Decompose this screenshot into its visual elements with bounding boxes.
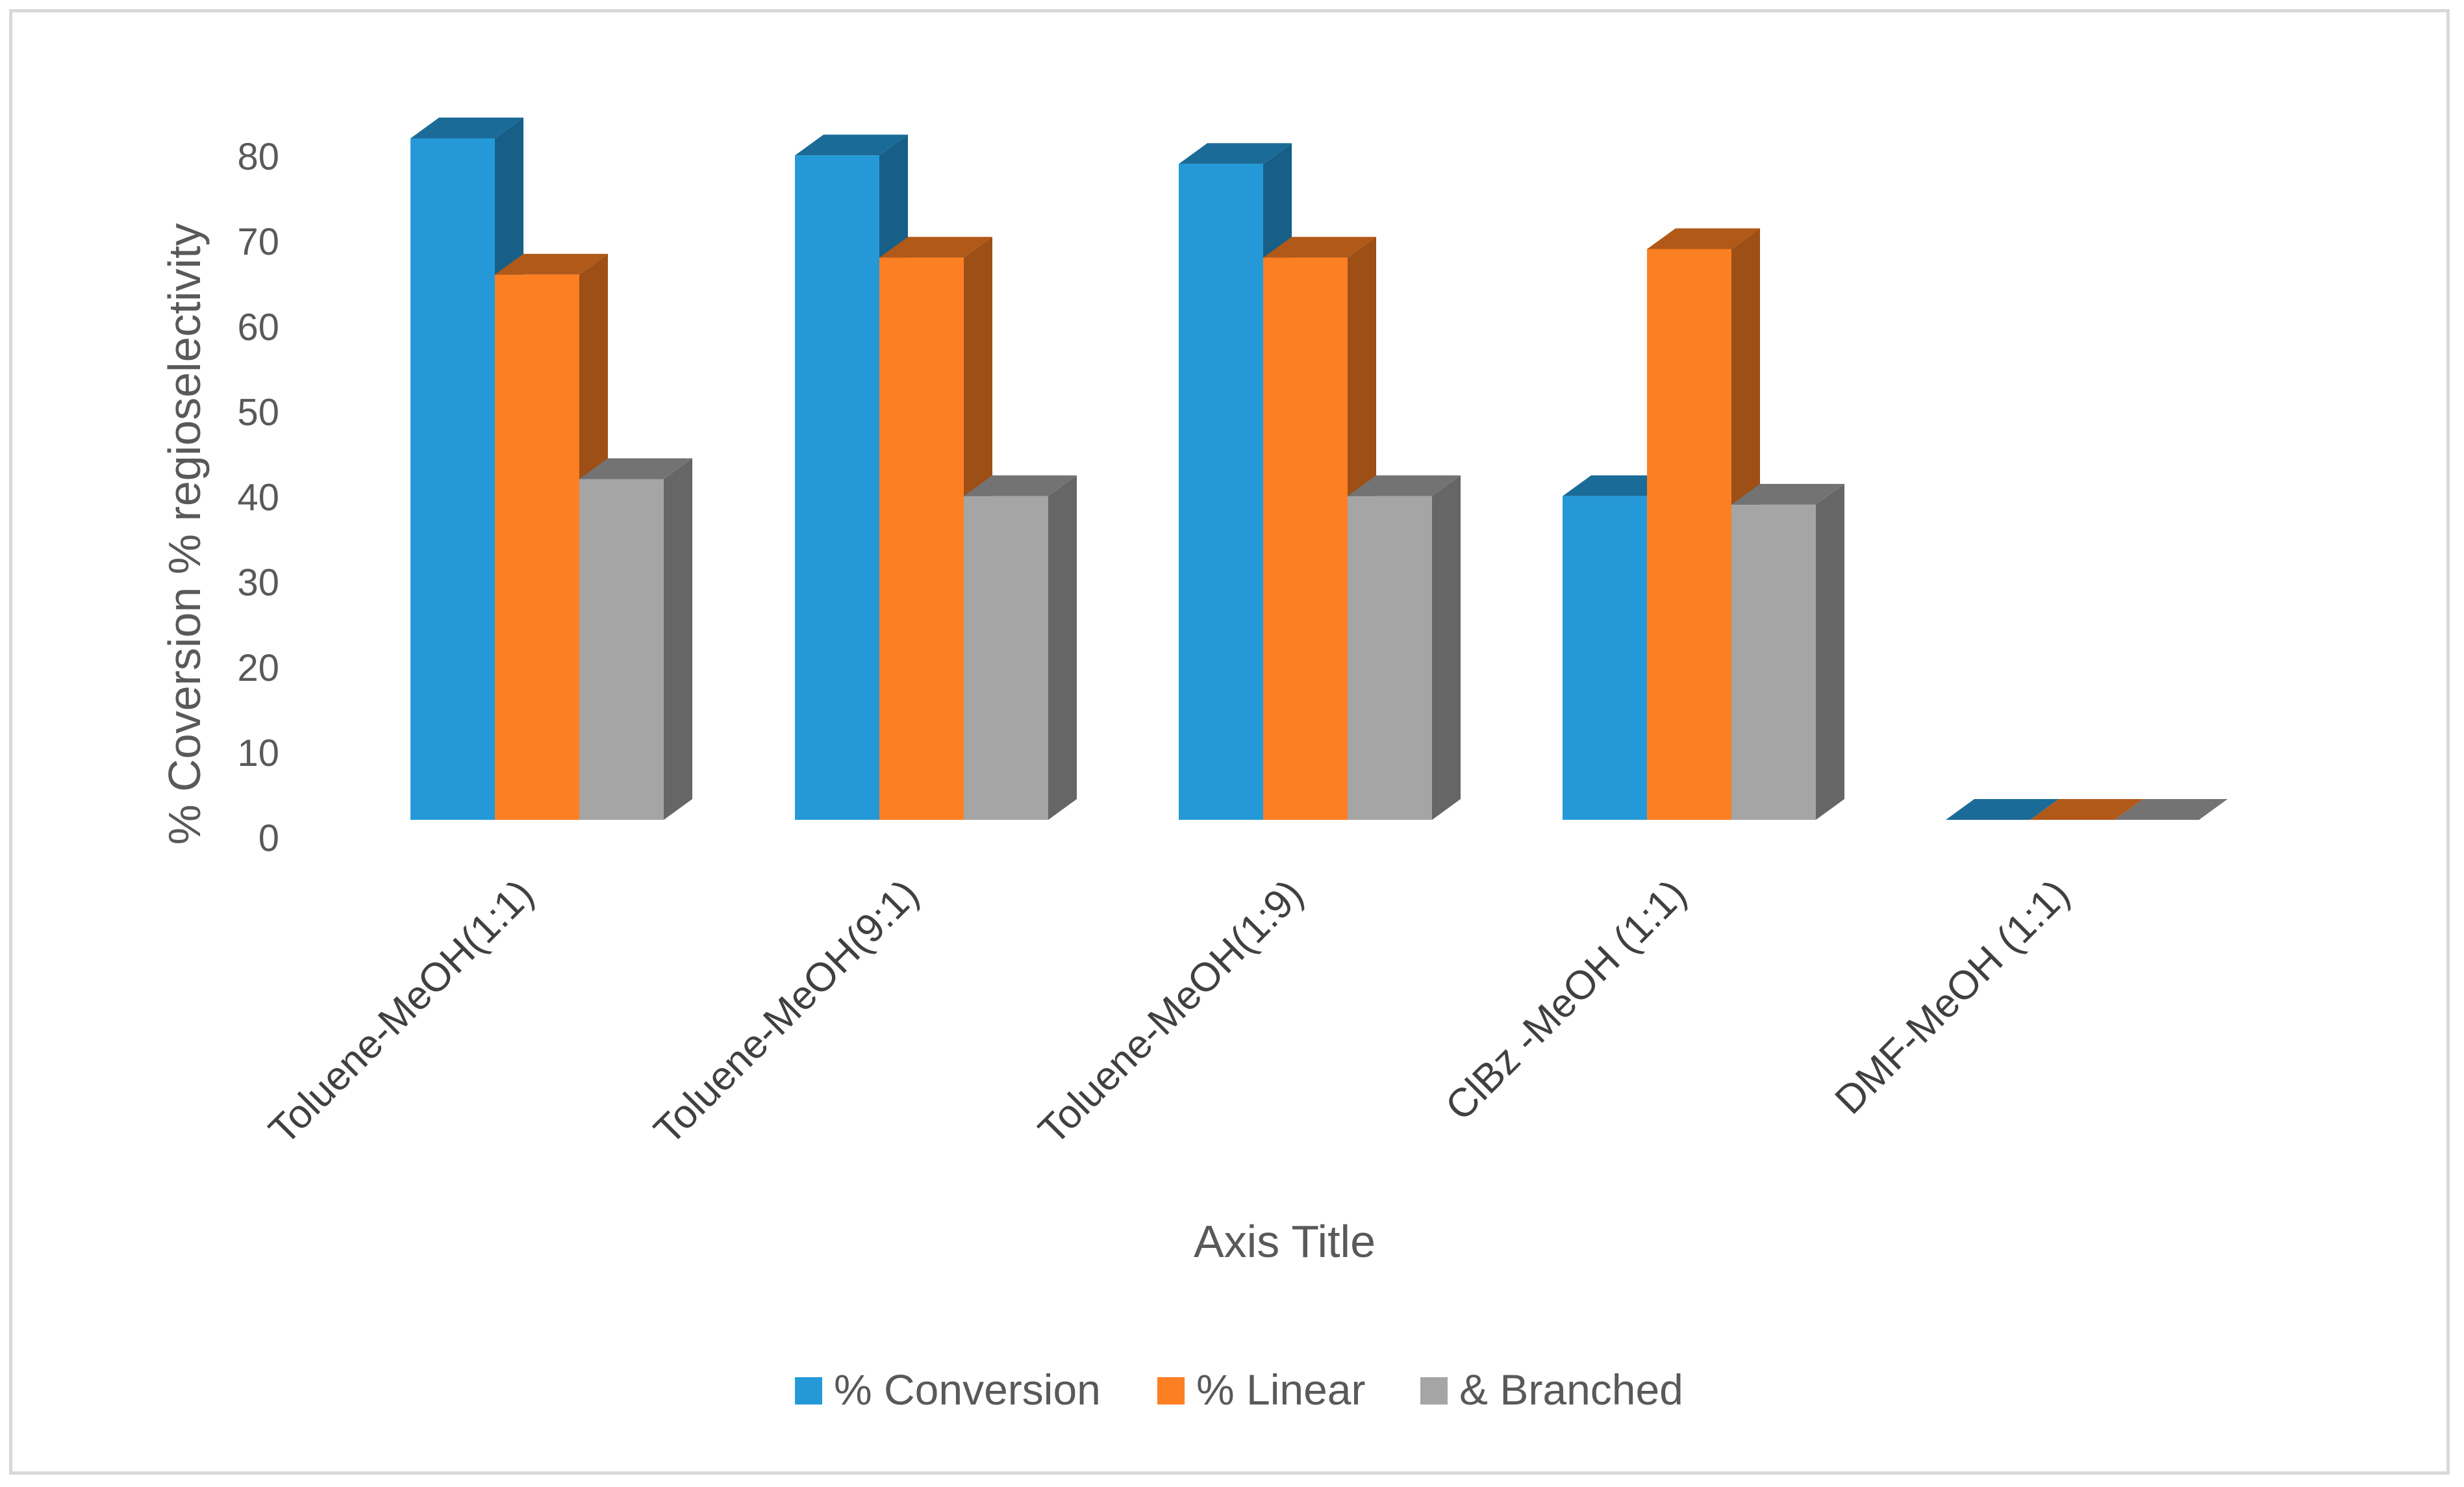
bar (1946, 799, 2059, 820)
bar (2115, 799, 2228, 820)
y-tick-label: 40 (237, 477, 279, 519)
legend: % Conversion % Linear & Branched (795, 1366, 1683, 1414)
legend-label: & Branched (1459, 1366, 1683, 1414)
legend-swatch (795, 1377, 822, 1404)
bar (1731, 483, 1844, 820)
y-tick-label: 10 (237, 732, 279, 774)
x-axis-labels: Toluene-MeOH(1:1) Toluene-MeOH(9:1) Toluen… (260, 871, 2078, 1153)
category-label: Toluene-MeOH(1:9) (1030, 871, 1312, 1153)
legend-swatch (1420, 1377, 1448, 1404)
legend-label: % Linear (1196, 1366, 1366, 1414)
category-label: ClBz -MeOH (1:1) (1437, 871, 1695, 1129)
y-tick-label: 70 (237, 221, 279, 263)
bars (410, 118, 2228, 820)
legend-item: % Conversion (795, 1366, 1101, 1414)
y-axis-ticks: 0 10 20 30 40 50 60 70 80 (237, 136, 279, 859)
bar (1348, 475, 1461, 820)
y-tick-label: 80 (237, 136, 279, 178)
y-tick-label: 20 (237, 647, 279, 689)
y-tick-label: 30 (237, 562, 279, 604)
y-axis-title: % Coversion % regioselectivity (159, 223, 210, 845)
bar (964, 475, 1077, 820)
legend-item: & Branched (1420, 1366, 1683, 1414)
legend-item: % Linear (1157, 1366, 1366, 1414)
y-tick-label: 0 (258, 817, 279, 859)
category-label: DMF-MeOH (1:1) (1827, 871, 2078, 1123)
legend-label: % Conversion (834, 1366, 1101, 1414)
legend-swatch (1157, 1377, 1185, 1404)
bar (2030, 799, 2143, 820)
category-label: Toluene-MeOH(1:1) (260, 871, 542, 1153)
y-tick-label: 50 (237, 391, 279, 433)
category-label: Toluene-MeOH(9:1) (646, 871, 927, 1153)
bar (579, 458, 692, 820)
x-axis-title: Axis Title (1194, 1216, 1376, 1267)
y-tick-label: 60 (237, 306, 279, 348)
